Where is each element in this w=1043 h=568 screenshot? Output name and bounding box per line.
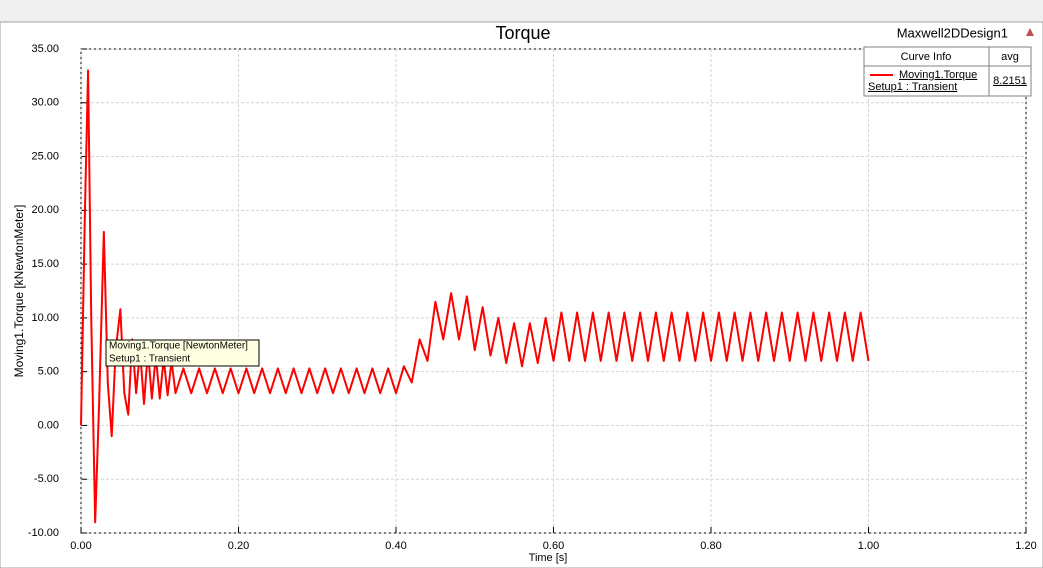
x-tick-label: 0.60 [543, 540, 564, 552]
y-tick-label: 35.00 [31, 43, 59, 55]
y-tick-label: 30.00 [31, 97, 59, 109]
y-tick-label: 0.00 [38, 419, 59, 431]
y-tick-label: 15.00 [31, 258, 59, 270]
torque-line [80, 69, 870, 524]
corner-icon [1026, 28, 1034, 36]
y-tick-label: -5.00 [34, 473, 59, 485]
y-axis-label: Moving1.Torque [kNewtonMeter] [12, 205, 26, 378]
x-axis-label: Time [s] [529, 552, 568, 564]
legend-header: avg [1001, 51, 1019, 63]
plot-area: -10.00 -5.00 0.00 5.00 10.00 15.00 20.00 25.00 3… [28, 43, 1037, 552]
y-tick-label: 25.00 [31, 150, 59, 162]
design-name: Maxwell2DDesign1 [897, 25, 1008, 40]
chart-title: Torque [495, 23, 550, 43]
y-tick-label: 5.00 [38, 366, 59, 378]
tooltip-text: Moving1.Torque [NewtonMeter] [109, 341, 248, 352]
x-tick-label: 0.40 [385, 540, 406, 552]
y-tick-label: -10.00 [28, 527, 59, 539]
legend-avg: 8.2151 [993, 75, 1027, 87]
tooltip: Moving1.Torque [NewtonMeter] Setup1 : Tr… [105, 339, 260, 367]
x-tick-label: 1.20 [1015, 540, 1036, 552]
legend-header: Curve Info [901, 51, 952, 63]
tooltip-box [105, 339, 260, 367]
x-tick-label: 0.20 [228, 540, 249, 552]
legend: Curve Info avg Moving1.Torque Setup1 : T… [863, 46, 1032, 97]
tooltip-text: Setup1 : Transient [109, 354, 190, 365]
y-tick-label: 20.00 [31, 204, 59, 216]
x-tick-label: 1.00 [858, 540, 879, 552]
legend-entry[interactable]: Moving1.Torque [899, 69, 977, 81]
x-tick-label: 0.00 [70, 540, 91, 552]
x-tick-label: 0.80 [700, 540, 721, 552]
legend-box [863, 46, 1032, 97]
legend-setup[interactable]: Setup1 : Transient [868, 81, 957, 93]
y-tick-label: 10.00 [31, 312, 59, 324]
